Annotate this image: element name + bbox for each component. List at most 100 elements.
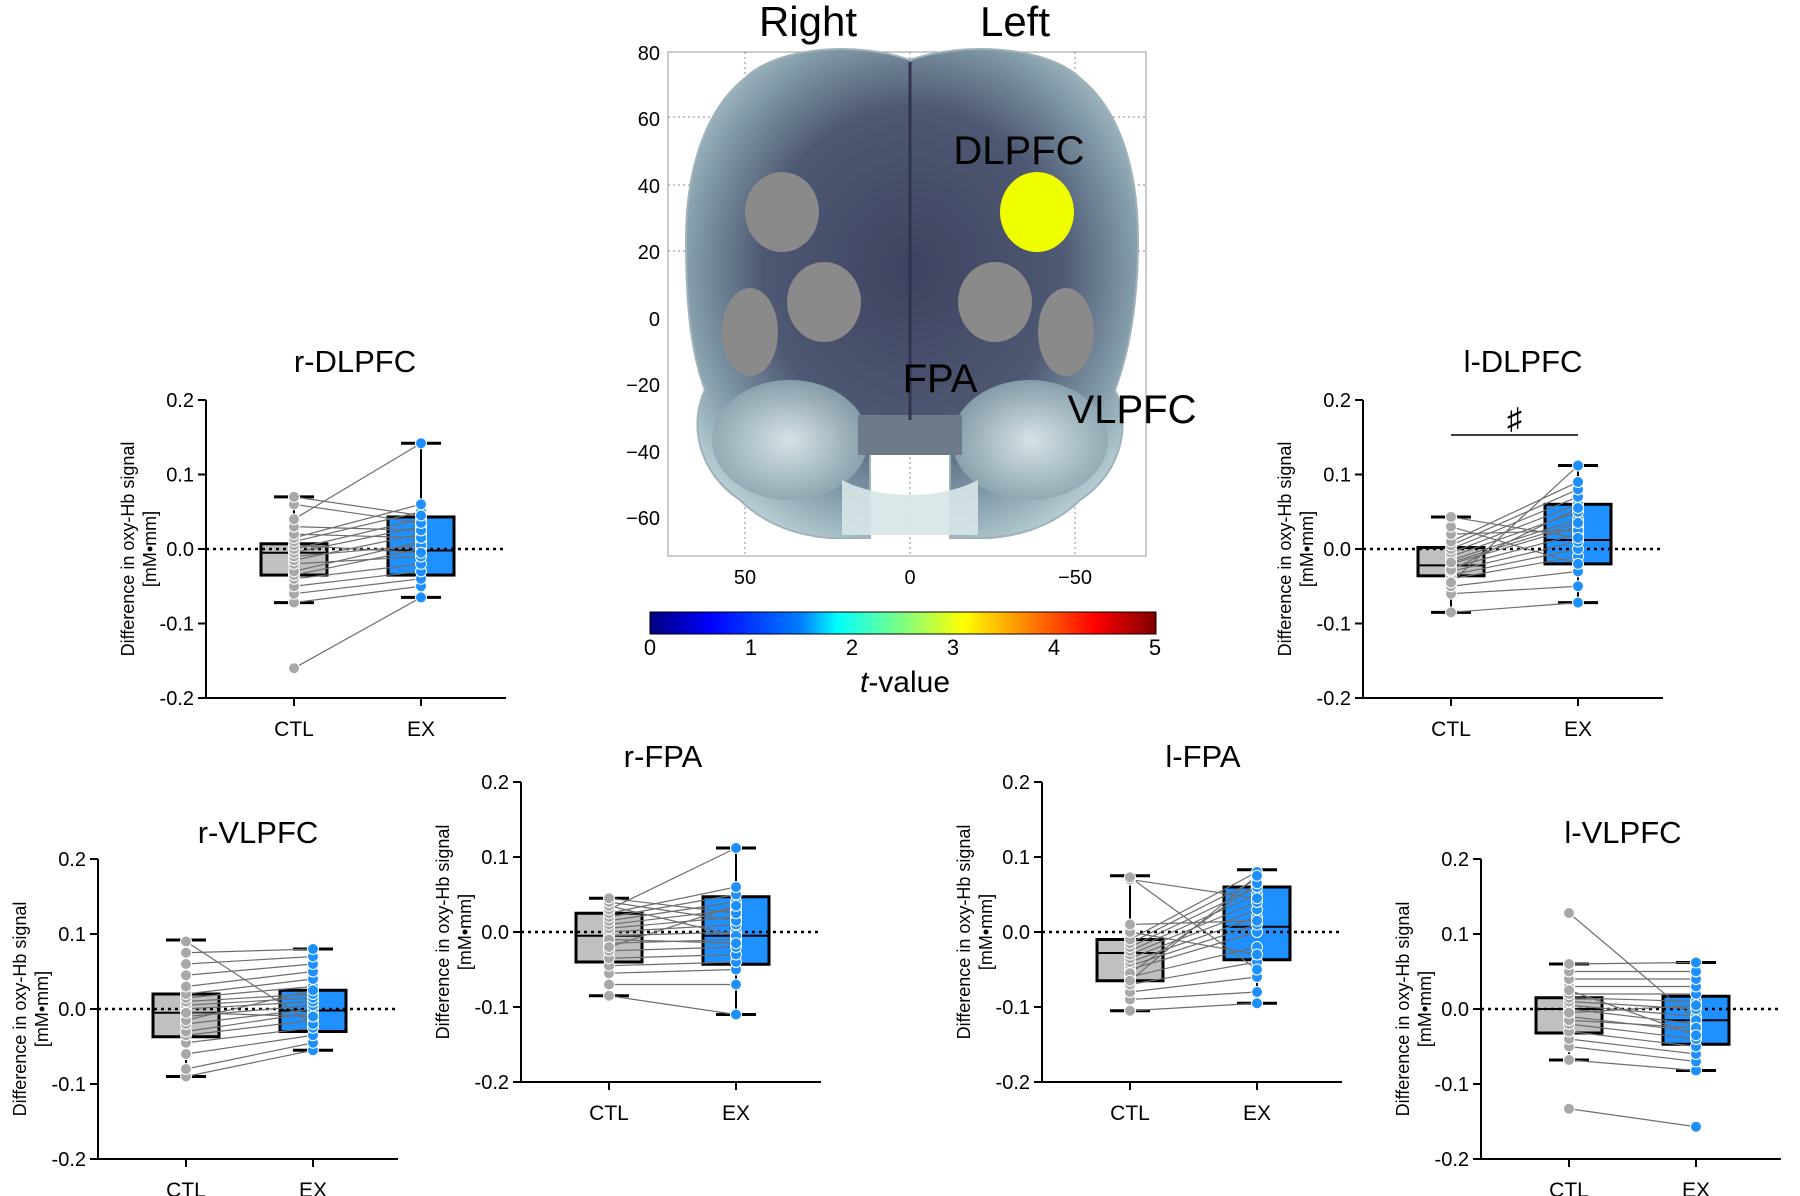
pair-line: [185, 963, 314, 976]
data-point-ctl: [180, 935, 192, 948]
data-point-ctl: [1445, 556, 1457, 569]
pair-line: [1450, 522, 1579, 563]
y-axis-title: Difference in oxy-Hb signal: [118, 442, 138, 657]
data-point-ctl: [180, 969, 192, 982]
brain-ytick: 20: [638, 242, 660, 264]
panel-title: r-DLPFC: [294, 344, 416, 379]
pair-line: [1129, 961, 1258, 986]
x-tick-label: CTL: [1110, 1102, 1150, 1125]
brain-ytick: −60: [626, 508, 660, 530]
colorbar-tick: 2: [846, 635, 858, 660]
data-point-ex: [1572, 502, 1584, 515]
data-point-ex: [415, 591, 427, 604]
pair-line: [1129, 916, 1258, 963]
pair-line: [1129, 871, 1258, 941]
y-axis-unit: [mM•mm]: [1297, 511, 1317, 587]
significance-marker: ♯: [1507, 403, 1522, 436]
pair-line: [185, 1027, 314, 1044]
data-point-ex: [730, 842, 742, 854]
colorbar-label-italic: t: [860, 666, 870, 699]
pair-line: [1129, 946, 1258, 978]
colorbar-tick: 4: [1048, 635, 1060, 660]
pair-line: [185, 948, 314, 954]
brain-lower-left-lobe: [952, 380, 1108, 500]
pair-line: [293, 540, 422, 572]
data-point-ex: [1251, 997, 1263, 1010]
brain-axes-frame: [667, 51, 1147, 557]
pair-line: [1450, 481, 1579, 543]
y-tick-label: -0.2: [1435, 1149, 1469, 1171]
data-point-ex: [1251, 914, 1263, 927]
pair-line: [293, 570, 422, 587]
pair-line: [293, 511, 422, 543]
data-point-ex: [1251, 963, 1263, 976]
y-axis-unit: [mM•mm]: [1415, 971, 1435, 1047]
y-tick-label: -0.2: [52, 1149, 86, 1171]
y-tick-label: 0.0: [58, 999, 86, 1021]
data-point-ex: [1572, 531, 1584, 544]
pair-line: [293, 518, 422, 550]
region-label-fpa: FPA: [903, 357, 978, 401]
pair-line: [293, 503, 422, 524]
brain-ytick: 80: [638, 43, 660, 65]
pair-line: [293, 548, 422, 576]
pair-line: [185, 997, 314, 1006]
pair-line: [1568, 1108, 1697, 1128]
channel-r-fpa: [787, 262, 861, 342]
pair-line: [608, 847, 737, 911]
y-tick-label: -0.2: [475, 1072, 509, 1094]
pair-line: [608, 916, 737, 929]
channel-l-fpa: [958, 262, 1032, 342]
data-point-ctl: [288, 513, 300, 526]
channel-l-vlpfc: [1038, 288, 1094, 376]
x-tick-label: CTL: [274, 718, 314, 741]
pair-line: [608, 953, 737, 959]
boxplot-r-dlpfc: r-DLPFC 0.2 0.1 0.0 -0.1 -0.2 CTL EX Difference …: [118, 344, 506, 741]
pair-line: [1450, 585, 1579, 595]
brain-ytick: 60: [638, 109, 660, 131]
data-point-ctl: [1563, 958, 1575, 970]
brain-ytick: 40: [638, 176, 660, 198]
brain-ytick: −20: [626, 375, 660, 397]
colorbar-tick: 1: [745, 635, 757, 660]
pair-line: [1450, 526, 1579, 565]
y-tick-label: 0.2: [481, 772, 509, 794]
y-axis-title: Difference in oxy-Hb signal: [10, 902, 30, 1117]
data-point-ctl: [180, 946, 192, 959]
y-tick-label: 0.2: [58, 849, 86, 871]
data-point-ctl: [1124, 1004, 1136, 1017]
pair-line: [608, 923, 737, 933]
colorbar-label-rest: -value: [868, 666, 950, 699]
pair-line: [1129, 991, 1258, 1001]
pair-line: [185, 940, 314, 1025]
y-tick-label: -0.1: [160, 614, 194, 636]
data-point-ex: [1251, 892, 1263, 905]
y-axis-title: Difference in oxy-Hb signal: [1275, 442, 1295, 657]
label-left: Left: [980, 0, 1050, 45]
data-point-ctl: [1563, 1054, 1575, 1066]
y-tick-label: 0.0: [481, 922, 509, 944]
data-point-ex: [730, 1008, 742, 1021]
y-tick-label: 0.1: [1002, 847, 1030, 869]
y-tick-label: 0.2: [166, 390, 194, 412]
pair-line: [1450, 533, 1579, 569]
pair-line: [293, 544, 422, 554]
data-point-ex: [1572, 516, 1584, 529]
panel-title: l-DLPFC: [1464, 344, 1583, 379]
pair-line: [608, 946, 737, 952]
pair-line: [1129, 931, 1258, 956]
region-label-vlpfc: VLPFC: [1068, 388, 1197, 432]
x-tick-label: CTL: [166, 1179, 206, 1196]
data-point-ex: [730, 978, 742, 991]
colorbar-tick: 0: [644, 635, 656, 660]
boxplot-l-vlpfc: l-VLPFC 0.2 0.1 0.0 -0.1 -0.2 CTL EX Difference …: [1393, 815, 1781, 1196]
brain-panel: Right Left DLPFC FPA VLPFC 80 60 40 20 0…: [626, 0, 1196, 699]
pair-line: [1450, 555, 1579, 580]
pair-line: [1568, 989, 1697, 1036]
data-point-ex: [1690, 1029, 1702, 1042]
x-tick-label: CTL: [1431, 718, 1471, 741]
pair-line: [608, 901, 737, 922]
pair-line: [293, 596, 422, 669]
pair-line: [185, 970, 314, 988]
